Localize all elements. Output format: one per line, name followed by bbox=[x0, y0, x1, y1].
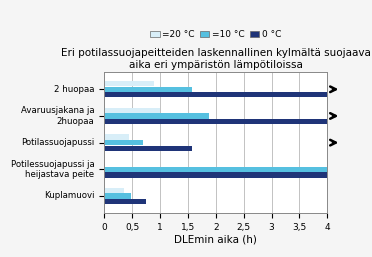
Bar bbox=[104, 81, 154, 86]
Bar bbox=[104, 167, 327, 172]
Bar bbox=[104, 140, 143, 145]
Bar bbox=[104, 172, 327, 178]
Bar bbox=[104, 92, 327, 97]
Bar bbox=[104, 113, 209, 118]
Bar bbox=[104, 146, 192, 151]
Legend: =20 °C, =10 °C, 0 °C: =20 °C, =10 °C, 0 °C bbox=[149, 29, 283, 41]
X-axis label: DLEmin aika (h): DLEmin aika (h) bbox=[174, 235, 257, 245]
Title: Eri potilassuojapeitteiden laskennallinen kylmältä suojaava
aika eri ympäristön : Eri potilassuojapeitteiden laskennalline… bbox=[61, 48, 371, 70]
Bar bbox=[104, 134, 129, 140]
Bar bbox=[104, 188, 124, 193]
Bar bbox=[104, 108, 160, 113]
Bar bbox=[104, 199, 146, 204]
Bar bbox=[104, 193, 131, 199]
Bar bbox=[104, 87, 192, 92]
Bar bbox=[104, 119, 327, 124]
